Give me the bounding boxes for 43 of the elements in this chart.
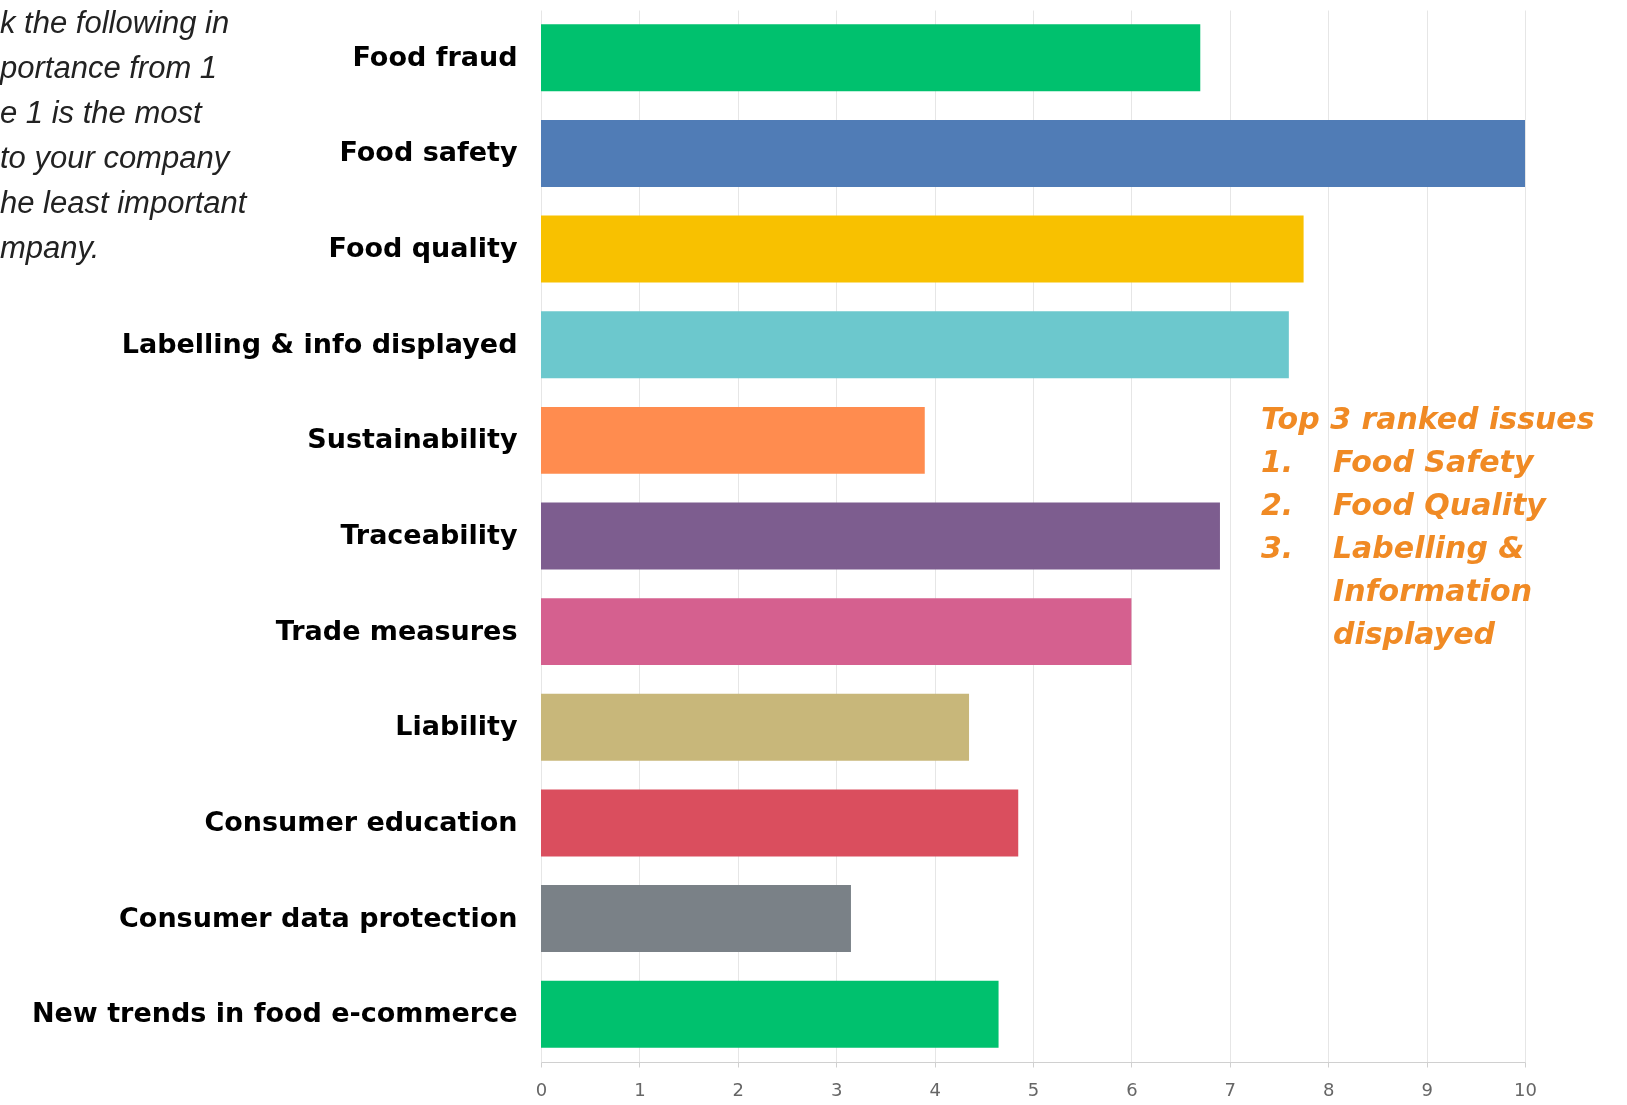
- bar: [541, 598, 1132, 666]
- y-tick-label: New trends in food e-commerce: [31, 997, 518, 1029]
- annotation: Top 3 ranked issues: [1261, 401, 1595, 436]
- text: k the following in: [0, 4, 231, 42]
- x-tick-label: 2: [732, 1078, 745, 1100]
- text: 2. Food Quality: [1261, 487, 1546, 522]
- y-tick-label: Trade measures: [275, 614, 518, 646]
- bar: [541, 980, 999, 1048]
- y-tick-label: Consumer education: [204, 805, 518, 837]
- bar: [541, 789, 1019, 857]
- text: portance from 1: [0, 49, 219, 87]
- y-tick-label: Food quality: [328, 232, 518, 264]
- x-tick-label: 10: [1514, 1078, 1537, 1100]
- text: e 1 is the most: [0, 94, 204, 132]
- x-tick-label: 9: [1421, 1078, 1433, 1100]
- y-tick-label: Consumer data protection: [119, 901, 518, 933]
- x-tick-label: 1: [634, 1078, 646, 1100]
- x-tick-label: 4: [929, 1078, 941, 1100]
- y-tick-label: Liability: [395, 710, 518, 742]
- bar: [541, 502, 1220, 570]
- y-tick-label: Food safety: [339, 136, 518, 168]
- x-tick-label: 3: [830, 1078, 843, 1100]
- text: 3. Labelling & Information displayed: [1261, 530, 1533, 651]
- text: he least important: [0, 184, 247, 222]
- bar: [541, 311, 1289, 379]
- bar: [541, 693, 970, 761]
- bar: [541, 119, 1525, 187]
- x-tick-label: 0: [535, 1078, 548, 1100]
- y-tick-label: Food fraud: [352, 40, 518, 72]
- bar: [541, 215, 1304, 283]
- y-tick-label: Traceability: [340, 519, 518, 550]
- x-tick-label: 5: [1027, 1078, 1040, 1100]
- bar: [541, 885, 851, 953]
- text: to your company: [0, 139, 232, 177]
- text: mpany.: [0, 229, 101, 267]
- x-tick-label: 7: [1224, 1078, 1237, 1100]
- y-tick-label: Labelling & info displayed: [121, 327, 518, 359]
- x-tick-label: 6: [1126, 1078, 1138, 1100]
- y-tick-label: Sustainability: [307, 423, 518, 455]
- bar: [541, 24, 1201, 92]
- text: 1. Food Safety: [1261, 444, 1534, 479]
- bar: [541, 406, 925, 474]
- x-tick-label: 8: [1322, 1078, 1335, 1100]
